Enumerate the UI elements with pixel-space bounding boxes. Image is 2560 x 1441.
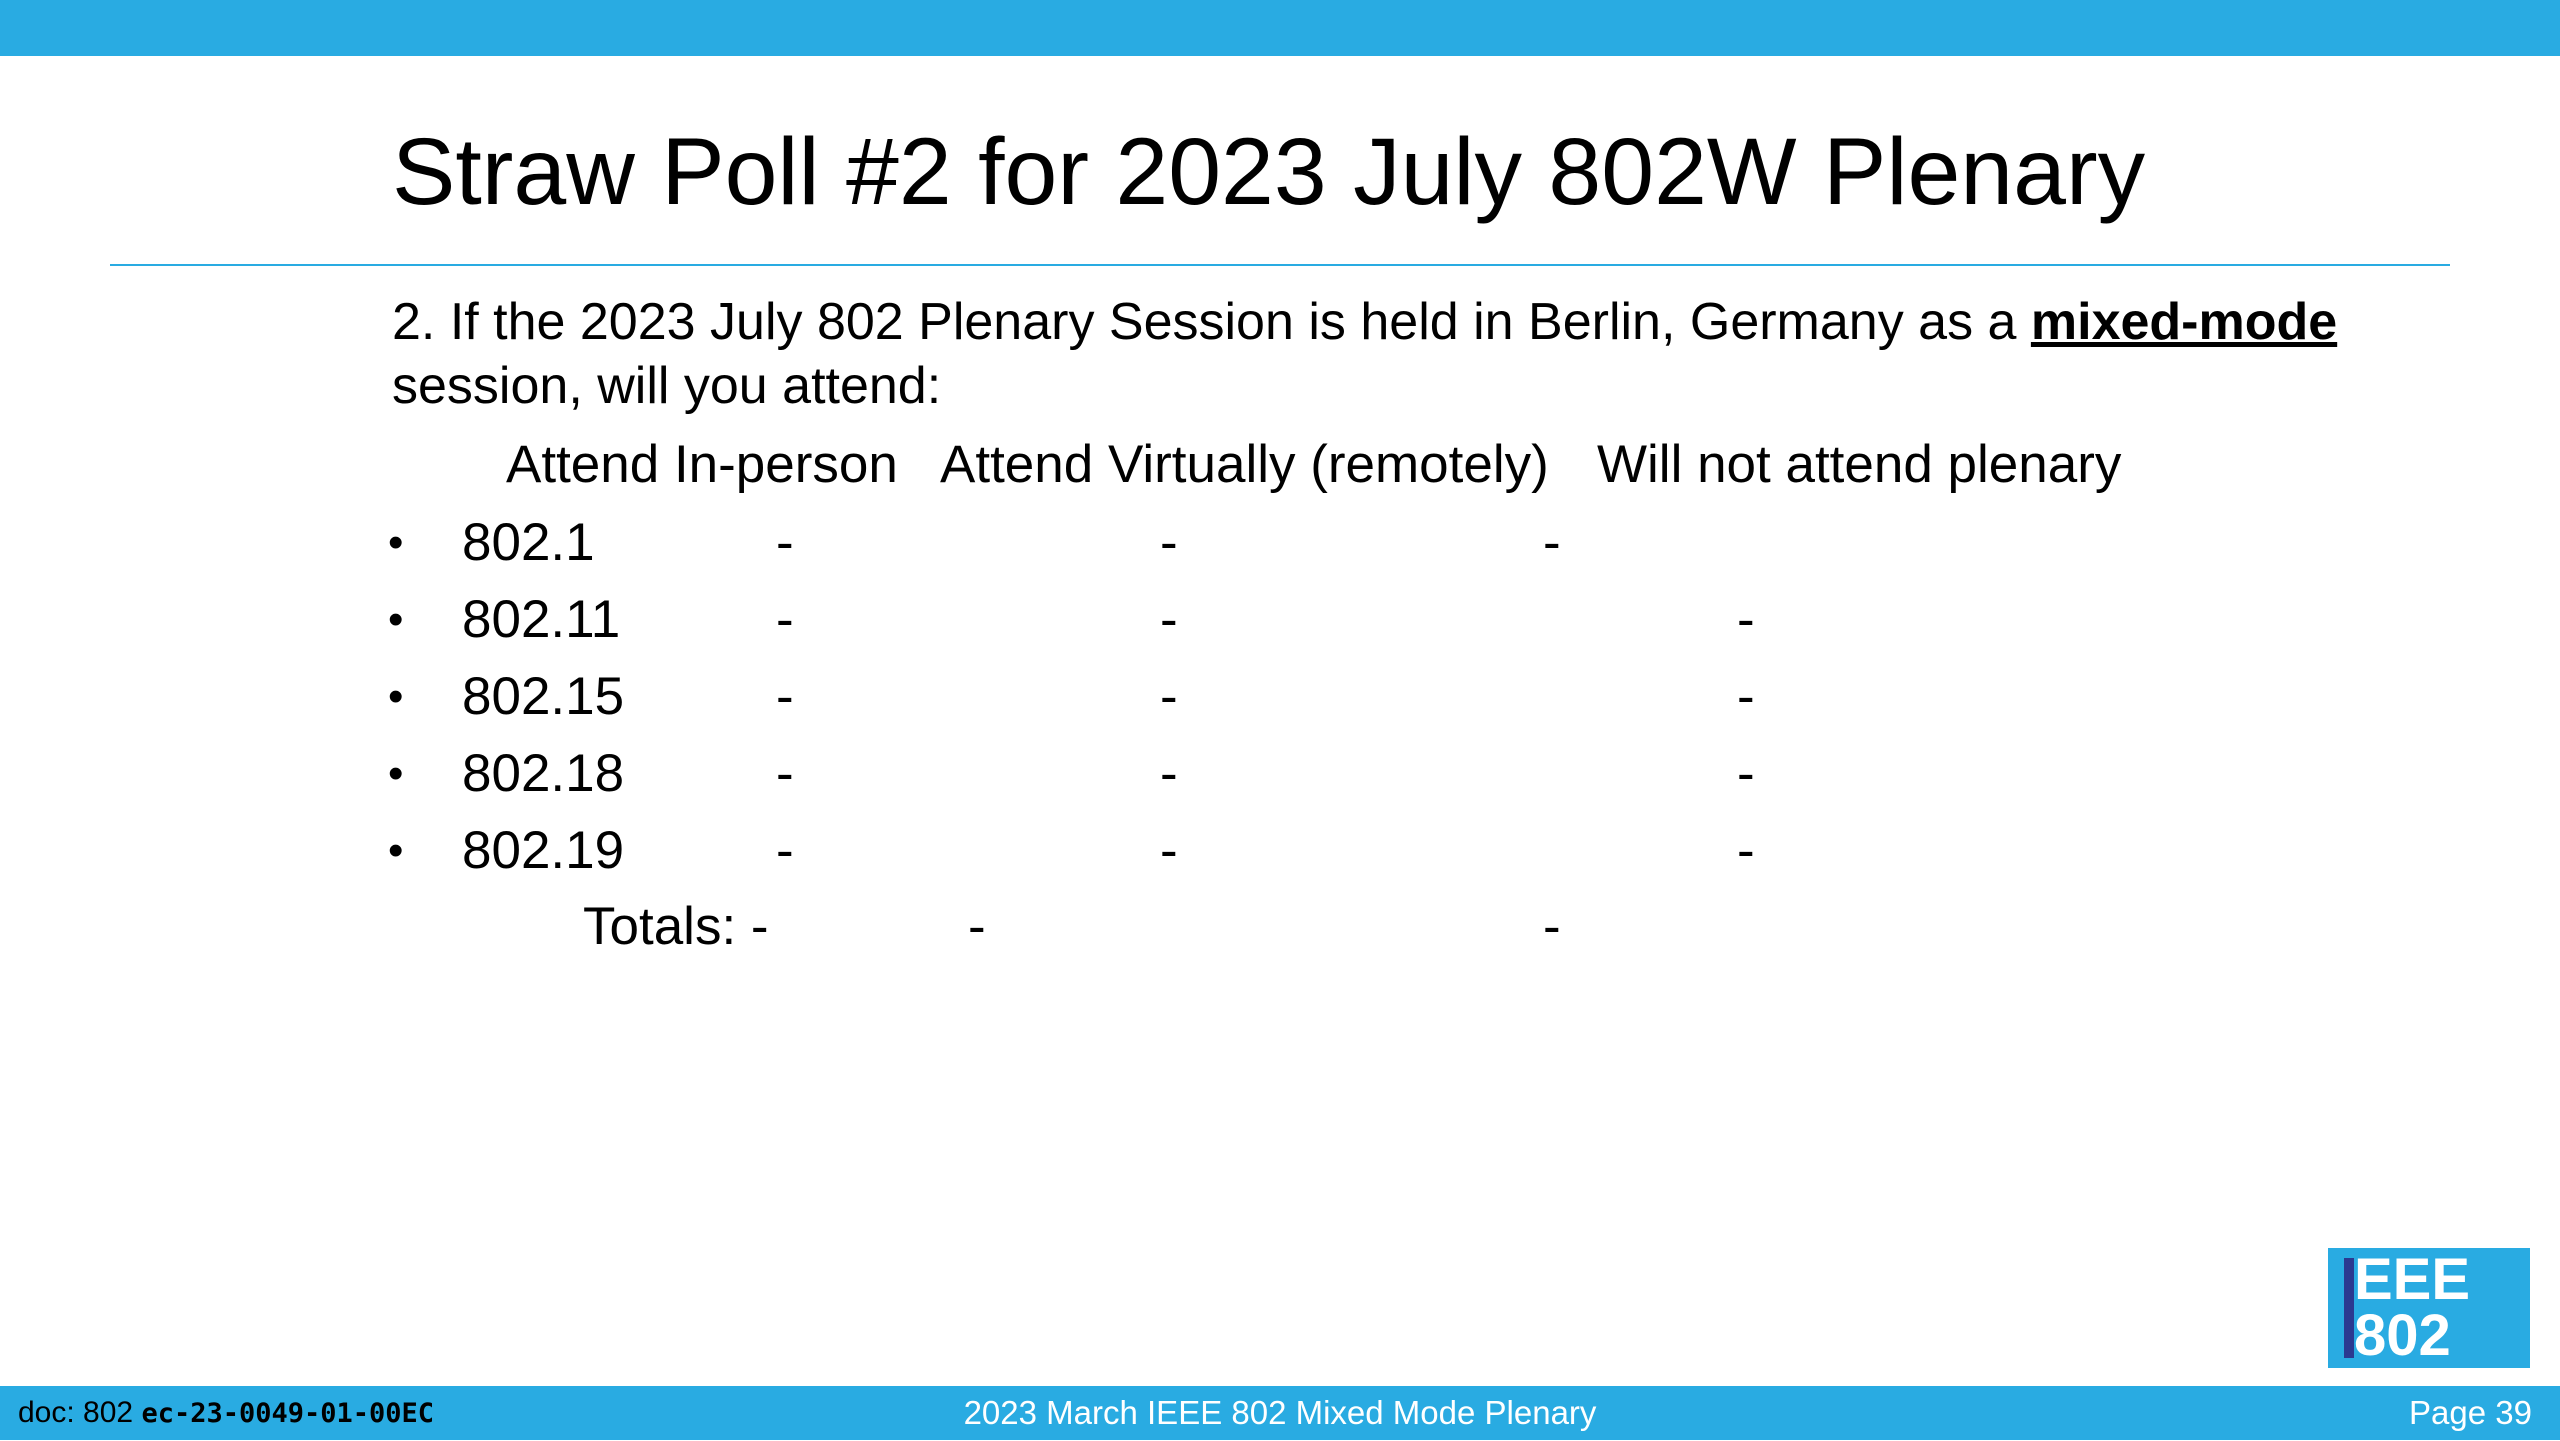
bullet-icon: • [388,672,404,721]
group-label: 802.15 [462,667,625,726]
question-text: 2. If the 2023 July 802 Plenary Session … [392,290,2392,418]
column-header-in-person: Attend In-person [506,435,898,494]
cell-not-attend: - [1543,513,1561,572]
cell-in-person: - [776,821,794,880]
footer-bar: doc: 802 ec-23-0049-01-00EC 2023 March I… [0,1386,2560,1440]
table-row: • 802.19 - - - [0,816,2560,886]
cell-not-attend: - [1737,744,1755,803]
column-header-virtual: Attend Virtually (remotely) [940,435,1549,494]
table-row: • 802.15 - - - [0,662,2560,732]
bullet-icon: • [388,518,404,567]
doc-prefix: doc: 802 [18,1396,142,1429]
column-header-not-attend: Will not attend plenary [1597,435,2122,494]
cell-in-person: - [776,667,794,726]
bullet-icon: • [388,595,404,644]
slide-title: Straw Poll #2 for 2023 July 802W Plenary [392,119,2146,225]
cell-not-attend: - [1737,667,1755,726]
cell-in-person: - [776,513,794,572]
table-row: • 802.18 - - - [0,739,2560,809]
cell-virtual: - [1160,513,1178,572]
ieee-802-logo: EEE 802 [2328,1248,2530,1368]
totals-not-attend: - [1543,897,1561,956]
cell-virtual: - [1160,744,1178,803]
cell-virtual: - [1160,667,1178,726]
group-label: 802.18 [462,744,625,803]
table-row: • 802.1 - - - [0,508,2560,578]
top-accent-bar [0,0,2560,56]
bullet-icon: • [388,826,404,875]
title-divider [110,264,2450,266]
document-id: doc: 802 ec-23-0049-01-00EC [18,1386,434,1441]
totals-label: Totals: - [583,897,769,956]
group-label: 802.1 [462,513,595,572]
question-mode: mixed-mode [2030,293,2338,351]
logo-bar-icon [2344,1258,2354,1358]
question-prefix: 2. If the 2023 July 802 Plenary Session … [392,293,2031,351]
group-label: 802.11 [462,590,621,649]
cell-virtual: - [1160,590,1178,649]
footer-session-title: 2023 March IEEE 802 Mixed Mode Plenary [963,1394,1597,1431]
cell-virtual: - [1160,821,1178,880]
page-number: Page 39 [2409,1394,2532,1431]
cell-not-attend: - [1737,590,1755,649]
bullet-icon: • [388,749,404,798]
cell-not-attend: - [1737,821,1755,880]
totals-virtual: - [968,897,986,956]
logo-text: EEE 802 [2354,1247,2471,1368]
cell-in-person: - [776,744,794,803]
table-row: • 802.11 - - - [0,585,2560,655]
doc-number: ec-23-0049-01-00EC [141,1398,435,1429]
question-suffix: session, will you attend: [392,357,942,415]
cell-in-person: - [776,590,794,649]
totals-row: Totals: - - - [0,892,2560,962]
group-label: 802.19 [462,821,625,880]
